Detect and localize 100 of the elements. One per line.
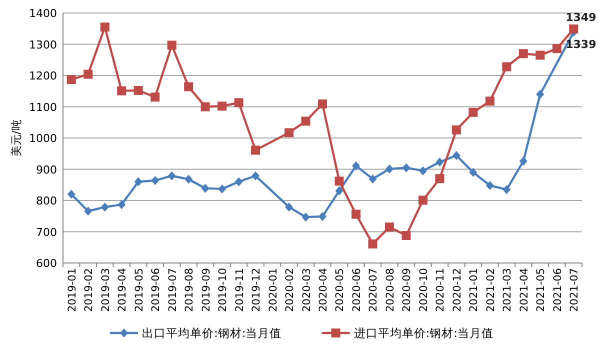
y-tick-label: 1300 <box>29 38 57 52</box>
point <box>569 24 578 34</box>
x-tick-label: 2020-11 <box>434 268 447 312</box>
x-tick-label: 2020-12 <box>451 268 464 312</box>
point <box>234 177 243 186</box>
point <box>100 202 109 212</box>
point <box>536 90 544 99</box>
x-tick-label: 2021-01 <box>468 268 480 312</box>
point <box>67 190 76 199</box>
x-tick-label: 2020-03 <box>300 268 313 312</box>
x-tick-label: 2021-04 <box>518 268 530 312</box>
point <box>134 177 142 186</box>
point <box>66 75 76 84</box>
point <box>151 176 160 185</box>
point <box>84 70 93 79</box>
x-tick-label: 2020-09 <box>401 268 414 312</box>
data-label: 1349 <box>566 10 596 24</box>
x-tick-label: 2019-09 <box>200 268 212 312</box>
x-tick-label: 2019-04 <box>116 268 129 312</box>
y-tick-label: 800 <box>36 194 57 208</box>
point <box>385 164 394 174</box>
point <box>519 156 528 166</box>
point <box>368 174 377 184</box>
x-tick-label: 2020-01 <box>267 268 280 312</box>
point <box>486 181 494 190</box>
point <box>436 158 444 167</box>
point <box>318 99 327 108</box>
point <box>502 62 512 72</box>
point <box>435 174 444 184</box>
x-tick-label: 2021-06 <box>552 268 564 312</box>
point <box>234 98 244 108</box>
point <box>418 196 428 205</box>
point <box>302 212 310 222</box>
x-tick-label: 2019-02 <box>83 268 96 312</box>
x-tick-label: 2019-01 <box>66 268 78 312</box>
x-tick-label: 2019-10 <box>217 268 230 312</box>
point <box>200 102 210 112</box>
x-tick-label: 2019-05 <box>133 268 146 312</box>
x-tick-label: 2019-08 <box>184 268 196 312</box>
point <box>418 166 427 176</box>
y-tick-label: 1100 <box>29 100 57 114</box>
point <box>184 174 193 184</box>
x-tick-label: 2019-12 <box>250 268 263 312</box>
point <box>218 102 227 111</box>
x-tick-label: 2021-07 <box>568 268 581 312</box>
point <box>384 222 394 232</box>
legend-label: 进口平均单价:钢材:当月值 <box>354 326 494 340</box>
point <box>402 231 411 240</box>
legend-label: 出口平均单价:钢材:当月值 <box>142 326 282 340</box>
y-tick-label: 900 <box>36 163 57 176</box>
y-tick-label: 1400 <box>29 7 57 20</box>
point <box>368 239 378 248</box>
y-tick-label: 700 <box>36 226 57 239</box>
point <box>218 184 226 194</box>
point <box>251 146 260 155</box>
point <box>100 22 110 32</box>
point <box>469 168 478 177</box>
point <box>502 185 511 194</box>
point <box>335 186 344 196</box>
y-tick-label: 1200 <box>29 70 57 82</box>
x-tick-label: 2021-02 <box>484 268 497 312</box>
x-tick-label: 2019-11 <box>234 268 246 312</box>
point <box>134 86 143 95</box>
x-tick-label: 2020-04 <box>318 268 330 312</box>
x-tick-label: 2019-06 <box>150 268 162 312</box>
point <box>167 40 176 50</box>
point <box>468 108 478 117</box>
point <box>352 161 360 170</box>
point <box>552 44 562 54</box>
x-tick-label: 2021-05 <box>535 268 548 312</box>
y-axis-title: 美元/吨 <box>10 120 23 156</box>
point <box>117 86 126 96</box>
point <box>285 202 294 212</box>
y-tick-label: 600 <box>36 257 57 270</box>
x-tick-label: 2020-10 <box>418 268 430 312</box>
data-label: 1339 <box>566 38 596 52</box>
x-tick-label: 2020-07 <box>368 268 380 312</box>
point <box>168 171 176 180</box>
point <box>518 49 528 58</box>
point <box>402 163 410 172</box>
point <box>301 116 310 126</box>
x-tick-label: 2021-03 <box>502 268 514 312</box>
point <box>452 125 461 134</box>
point <box>334 176 344 186</box>
x-tick-label: 2020-02 <box>284 268 296 312</box>
point <box>485 96 494 106</box>
point <box>452 151 460 160</box>
x-tick-label: 2020-05 <box>334 268 346 312</box>
point <box>201 184 210 193</box>
point <box>184 82 194 92</box>
point <box>536 50 545 60</box>
point <box>118 200 126 210</box>
point <box>84 206 92 216</box>
point <box>318 212 326 221</box>
point <box>252 171 260 180</box>
point <box>150 92 160 102</box>
point <box>284 128 294 138</box>
x-tick-label: 2020-06 <box>350 268 363 312</box>
x-tick-label: 2019-03 <box>100 268 112 312</box>
point <box>351 210 360 219</box>
